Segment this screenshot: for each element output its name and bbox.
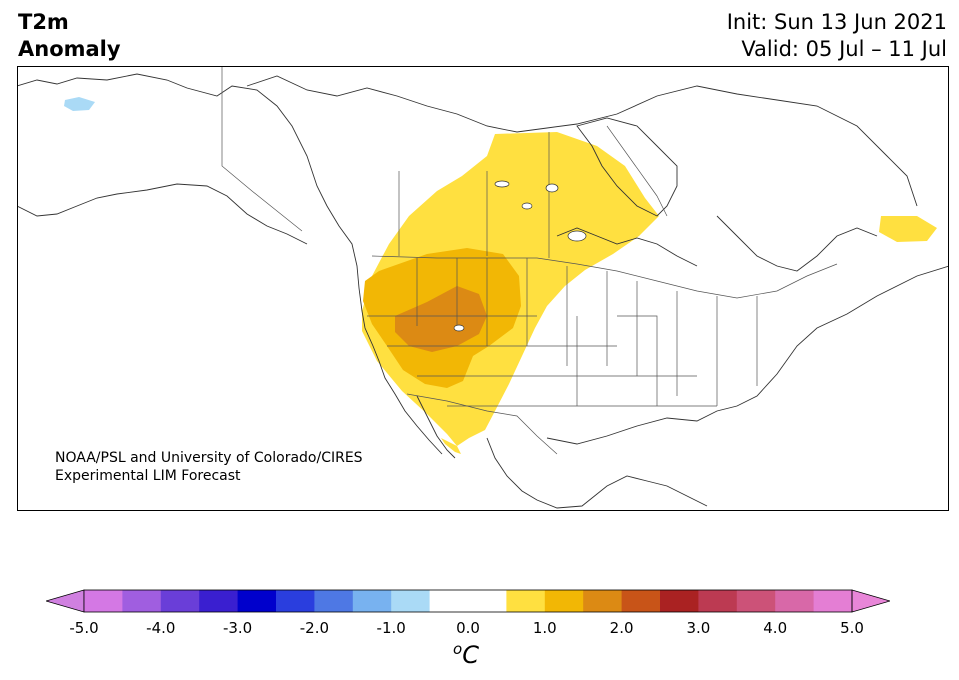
border-alaska-canada xyxy=(221,66,303,232)
colorbar-tick-label: 3.0 xyxy=(686,619,711,637)
plot-title: T2m Anomaly xyxy=(18,9,121,63)
colorbar-tick-label: 1.0 xyxy=(532,619,557,637)
province-lines xyxy=(398,125,668,258)
units-degree: o xyxy=(453,640,463,658)
coastline-gulf xyxy=(546,265,949,445)
title-subtitle: Anomaly xyxy=(18,37,121,61)
colorbar-swatch xyxy=(199,590,239,612)
colorbar-frame xyxy=(83,589,853,613)
coastline-alaska-south xyxy=(17,183,308,245)
colorbar-swatch xyxy=(775,590,815,612)
colorbar-tick-label: -1.0 xyxy=(376,619,406,637)
anomaly-region-yellow-baja xyxy=(441,438,461,454)
colorbar-swatch xyxy=(698,590,738,612)
colorbar-swatch xyxy=(122,590,162,612)
coastline-quebec xyxy=(716,215,878,272)
anomaly-map xyxy=(17,66,949,511)
anomaly-region-dark-orange xyxy=(395,286,487,352)
colorbar-tick-label: -4.0 xyxy=(146,619,176,637)
colorbar-swatch xyxy=(84,590,123,612)
colorbar-tick-label: -2.0 xyxy=(299,619,330,637)
colorbar-swatch xyxy=(813,590,853,612)
coastline-alaska xyxy=(17,73,443,455)
valid-date: Valid: 05 Jul – 11 Jul xyxy=(741,37,947,61)
forecast-dates: Init: Sun 13 Jun 2021 Valid: 05 Jul – 11… xyxy=(727,9,947,63)
colorbar-swatch xyxy=(237,590,277,612)
lakes xyxy=(453,180,587,332)
lake xyxy=(494,180,510,188)
anomaly-region-blue-alaska xyxy=(64,97,95,111)
colorbar-swatch xyxy=(468,590,507,612)
colorbar-units: oC xyxy=(453,640,479,669)
colorbar-tick-label: -5.0 xyxy=(69,619,99,637)
map-svg xyxy=(17,66,949,511)
colorbar-tick-label: 5.0 xyxy=(840,619,864,637)
colorbar-extend-low xyxy=(46,589,85,613)
lake xyxy=(521,202,533,210)
political-boundaries xyxy=(221,66,838,455)
colorbar-swatch xyxy=(160,590,200,612)
lake xyxy=(567,230,587,242)
colorbar-swatch xyxy=(429,590,469,612)
colorbar-swatch xyxy=(276,590,315,612)
colorbar-tick-label: 2.0 xyxy=(609,619,634,637)
colorbar xyxy=(46,589,890,613)
colorbar-swatch xyxy=(506,590,546,612)
great-lakes xyxy=(556,227,698,267)
lake xyxy=(545,183,559,193)
credit-line-1: NOAA/PSL and University of Colorado/CIRE… xyxy=(55,450,363,466)
state-lines xyxy=(367,258,758,407)
anomaly-shading xyxy=(64,97,937,454)
units-letter: C xyxy=(462,641,479,669)
colorbar-swatch xyxy=(314,590,354,612)
colorbar-swatch xyxy=(621,590,661,612)
colorbar-swatch xyxy=(391,590,431,612)
init-date: Init: Sun 13 Jun 2021 xyxy=(726,10,947,34)
colorbar-swatch xyxy=(352,590,392,612)
colorbar-extend-high xyxy=(851,589,890,613)
credit-line-2: Experimental LIM Forecast xyxy=(55,468,241,484)
border-us-mexico xyxy=(406,393,558,455)
colorbar-tick-label: 0.0 xyxy=(456,619,480,637)
lake xyxy=(453,324,465,332)
coastline-hudson-bay xyxy=(576,117,678,217)
coastline-baja xyxy=(416,395,456,459)
anomaly-region-yellow-labrador xyxy=(879,216,937,242)
colorbar-swatch xyxy=(583,590,623,612)
map-frame xyxy=(17,66,949,511)
border-canada-us xyxy=(371,255,838,299)
coastlines xyxy=(17,73,949,509)
colorbar-swatch xyxy=(544,590,584,612)
colorbar-tick-label: -3.0 xyxy=(222,619,253,637)
colorbar-tick-label: 4.0 xyxy=(763,619,788,637)
title-variable: T2m xyxy=(18,10,69,34)
coastline-arctic xyxy=(246,75,918,207)
colorbar-swatch xyxy=(736,590,776,612)
coastline-mexico xyxy=(486,437,708,509)
credit-text: NOAA/PSL and University of Colorado/CIRE… xyxy=(55,449,363,485)
colorbar-swatch xyxy=(660,590,699,612)
